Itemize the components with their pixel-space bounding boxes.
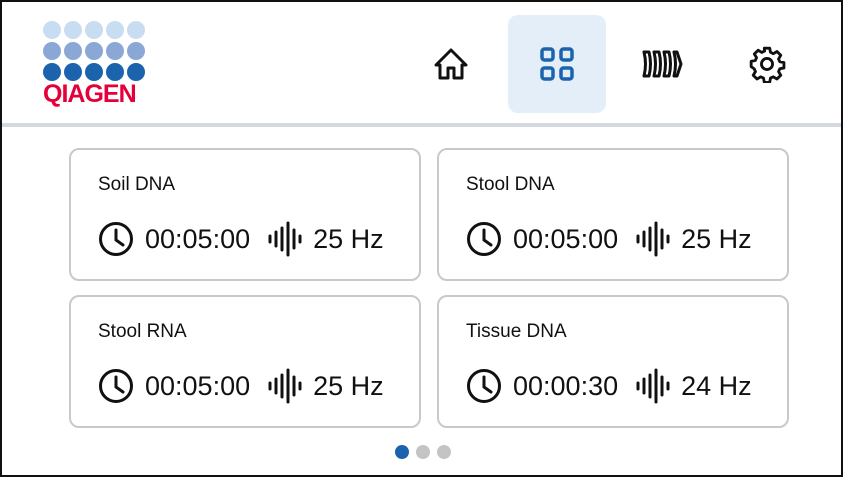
program-card[interactable]: Stool DNA 00:05:00 25 Hz [437, 148, 789, 281]
frequency-icon [268, 221, 302, 257]
logo-dot [127, 63, 145, 81]
program-frequency: 24 Hz [681, 370, 752, 401]
program-time: 00:05:00 [145, 370, 251, 401]
program-name: Stool RNA [98, 321, 187, 342]
logo-dot [106, 63, 124, 81]
pagination-dots [395, 445, 451, 459]
program-time: 00:05:00 [145, 223, 251, 254]
qiagen-logo: QIAGEN [43, 21, 151, 108]
clock-icon [99, 369, 133, 403]
logo-dot [64, 63, 82, 81]
nav-settings-button[interactable] [718, 15, 816, 113]
page-dot[interactable] [416, 445, 430, 459]
logo-text: QIAGEN [43, 80, 137, 108]
clock-icon [467, 369, 501, 403]
clock-icon [99, 222, 133, 256]
program-frequency: 25 Hz [681, 223, 752, 254]
grid-icon [540, 47, 574, 81]
frequency-icon [636, 368, 670, 404]
logo-dot [43, 21, 61, 39]
home-icon [434, 48, 468, 80]
logo-dot [106, 21, 124, 39]
frequency-icon [636, 221, 670, 257]
program-name: Soil DNA [98, 174, 176, 195]
logo-dot [85, 63, 103, 81]
nav-home-button[interactable] [402, 15, 500, 113]
logo-dots [43, 21, 151, 81]
logo-dot [127, 42, 145, 60]
plates-icon [642, 50, 683, 78]
gear-icon [749, 46, 786, 83]
program-name: Tissue DNA [466, 321, 567, 342]
page-dot[interactable] [395, 445, 409, 459]
page-dot[interactable] [437, 445, 451, 459]
logo-dot [43, 42, 61, 60]
program-card[interactable]: Stool RNA 00:05:00 25 Hz [69, 295, 421, 428]
program-details: 00:05:00 25 Hz [466, 221, 752, 257]
logo-dot [127, 21, 145, 39]
program-details: 00:00:30 24 Hz [466, 368, 752, 404]
logo-dot [106, 42, 124, 60]
program-name: Stool DNA [466, 174, 555, 195]
frequency-icon [268, 368, 302, 404]
logo-dot [85, 42, 103, 60]
program-details: 00:05:00 25 Hz [98, 221, 384, 257]
clock-icon [467, 222, 501, 256]
program-details: 00:05:00 25 Hz [98, 368, 384, 404]
program-time: 00:00:30 [513, 370, 619, 401]
nav-programs-button[interactable] [508, 15, 606, 113]
program-time: 00:05:00 [513, 223, 619, 254]
logo-dot [64, 21, 82, 39]
logo-dot [85, 21, 103, 39]
nav-adapters-button[interactable] [613, 15, 711, 113]
header: QIAGEN [2, 2, 841, 127]
program-frequency: 25 Hz [313, 370, 384, 401]
program-card[interactable]: Tissue DNA 00:00:30 24 Hz [437, 295, 789, 428]
logo-dot [64, 42, 82, 60]
program-frequency: 25 Hz [313, 223, 384, 254]
logo-dot [43, 63, 61, 81]
program-card[interactable]: Soil DNA 00:05:00 25 Hz [69, 148, 421, 281]
